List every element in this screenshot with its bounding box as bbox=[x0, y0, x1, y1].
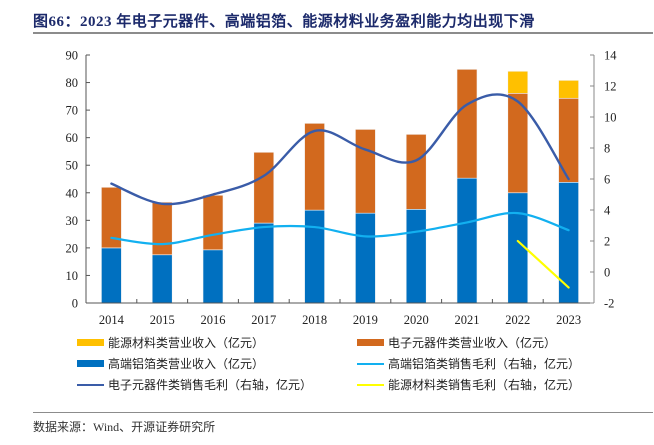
bar-segment-2021-s0 bbox=[456, 177, 478, 304]
electronic-profit-line bbox=[110, 93, 570, 206]
bar-segment-2022-s2 bbox=[507, 70, 529, 94]
bar-segment-2014-s1 bbox=[101, 186, 122, 249]
legend-swatch bbox=[357, 383, 384, 386]
legend-swatch bbox=[357, 362, 384, 365]
x-axis-tick-label: 2020 bbox=[404, 313, 429, 327]
aluminum-profit-line bbox=[110, 211, 570, 246]
left-axis-tick-label: 40 bbox=[66, 186, 79, 200]
bar-segment-2019-s0 bbox=[355, 212, 376, 304]
x-axis-tick-label: 2017 bbox=[251, 313, 276, 327]
bar-segment-2015-s0 bbox=[151, 254, 173, 304]
legend-swatch bbox=[77, 383, 104, 386]
legend-swatch bbox=[357, 339, 384, 346]
bar-segment-2021-s1 bbox=[456, 69, 478, 179]
left-axis-tick-label: 10 bbox=[66, 269, 79, 283]
x-axis-tick-label: 2014 bbox=[99, 313, 125, 327]
bar-segment-2014-s0 bbox=[101, 247, 122, 304]
x-axis-tick-label: 2016 bbox=[201, 313, 226, 327]
left-axis-tick-label: 20 bbox=[66, 241, 79, 255]
legend-label: 能源材料类营业收入（亿元） bbox=[108, 336, 265, 350]
legend-label: 能源材料类销售毛利（右轴，亿元） bbox=[388, 378, 581, 392]
bar-segment-2019-s1 bbox=[355, 129, 376, 214]
data-source: 数据来源：Wind、开源证券研究所 bbox=[33, 420, 216, 434]
legend-label: 电子元器件类营业收入（亿元） bbox=[388, 336, 557, 350]
bar-segment-2017-s1 bbox=[253, 151, 275, 224]
x-axis-tick-label: 2023 bbox=[556, 313, 581, 327]
right-axis-tick-label: -2 bbox=[604, 297, 614, 311]
legend-item-aluminum-profit: 高端铝箔类销售毛利（右轴，亿元） bbox=[357, 355, 580, 372]
left-axis-tick-label: 80 bbox=[66, 76, 79, 90]
x-axis-tick-label: 2019 bbox=[353, 313, 378, 327]
title-divider bbox=[33, 32, 653, 34]
bar-segment-2020-s0 bbox=[405, 209, 427, 304]
right-axis-tick-label: 0 bbox=[604, 266, 610, 280]
legend-label: 电子元器件类销售毛利（右轴，亿元） bbox=[108, 378, 313, 392]
x-axis-tick-label: 2021 bbox=[455, 313, 480, 327]
bar-layer bbox=[101, 69, 579, 304]
left-axis-tick-label: 70 bbox=[66, 104, 79, 118]
bar-segment-2023-s0 bbox=[558, 182, 579, 304]
x-axis-tick-label: 2018 bbox=[302, 313, 327, 327]
line-layer bbox=[110, 93, 570, 289]
x-axis-tick-label: 2022 bbox=[505, 313, 530, 327]
source-divider bbox=[33, 412, 653, 413]
left-axis-tick-label: 0 bbox=[72, 297, 78, 311]
legend-swatch bbox=[77, 360, 104, 367]
right-axis-tick-label: 14 bbox=[604, 49, 617, 63]
legend-item-electronic-profit: 电子元器件类销售毛利（右轴，亿元） bbox=[77, 376, 312, 393]
bar-segment-2017-s0 bbox=[253, 222, 275, 304]
right-axis-tick-label: 10 bbox=[604, 111, 617, 125]
energy-profit-line bbox=[516, 239, 570, 289]
legend-item-electronic-revenue: 电子元器件类营业收入（亿元） bbox=[357, 334, 556, 351]
right-axis-tick-label: 6 bbox=[604, 173, 610, 187]
left-axis-tick-label: 50 bbox=[66, 159, 79, 173]
legend-item-energy-profit: 能源材料类销售毛利（右轴，亿元） bbox=[357, 376, 580, 393]
bar-segment-2020-s1 bbox=[405, 134, 427, 210]
right-axis-tick-label: 12 bbox=[604, 80, 617, 94]
bar-segment-2023-s2 bbox=[558, 80, 579, 99]
legend-swatch bbox=[77, 339, 104, 346]
left-axis-tick-label: 90 bbox=[66, 49, 79, 63]
bar-segment-2018-s1 bbox=[304, 123, 325, 211]
bar-segment-2023-s1 bbox=[558, 97, 579, 183]
legend-item-energy-revenue: 能源材料类营业收入（亿元） bbox=[77, 334, 264, 351]
legend-label: 高端铝箔类营业收入（亿元） bbox=[108, 357, 265, 371]
right-axis-tick-label: 4 bbox=[604, 204, 611, 218]
bar-segment-2015-s1 bbox=[151, 201, 173, 256]
right-axis-tick-label: 2 bbox=[604, 235, 610, 249]
x-axis-tick-label: 2015 bbox=[150, 313, 175, 327]
bar-segment-2018-s0 bbox=[304, 209, 325, 304]
figure-title: 图66：2023 年电子元器件、高端铝箔、能源材料业务盈利能力均出现下滑 bbox=[33, 14, 535, 30]
axes-layer: 0 10 20 30 40 50 60 70 80 90 -2 0 2 4 6 8 10 12 14 2014 2015… bbox=[66, 49, 618, 328]
left-axis-tick-label: 60 bbox=[66, 131, 79, 145]
bar-segment-2016-s1 bbox=[202, 194, 224, 251]
bar-segment-2016-s0 bbox=[202, 249, 224, 304]
right-axis-tick-label: 8 bbox=[604, 142, 610, 156]
left-axis-tick-label: 30 bbox=[66, 214, 79, 228]
legend-label: 高端铝箔类销售毛利（右轴，亿元） bbox=[388, 357, 581, 371]
legend-item-aluminum-revenue: 高端铝箔类营业收入（亿元） bbox=[77, 355, 264, 372]
